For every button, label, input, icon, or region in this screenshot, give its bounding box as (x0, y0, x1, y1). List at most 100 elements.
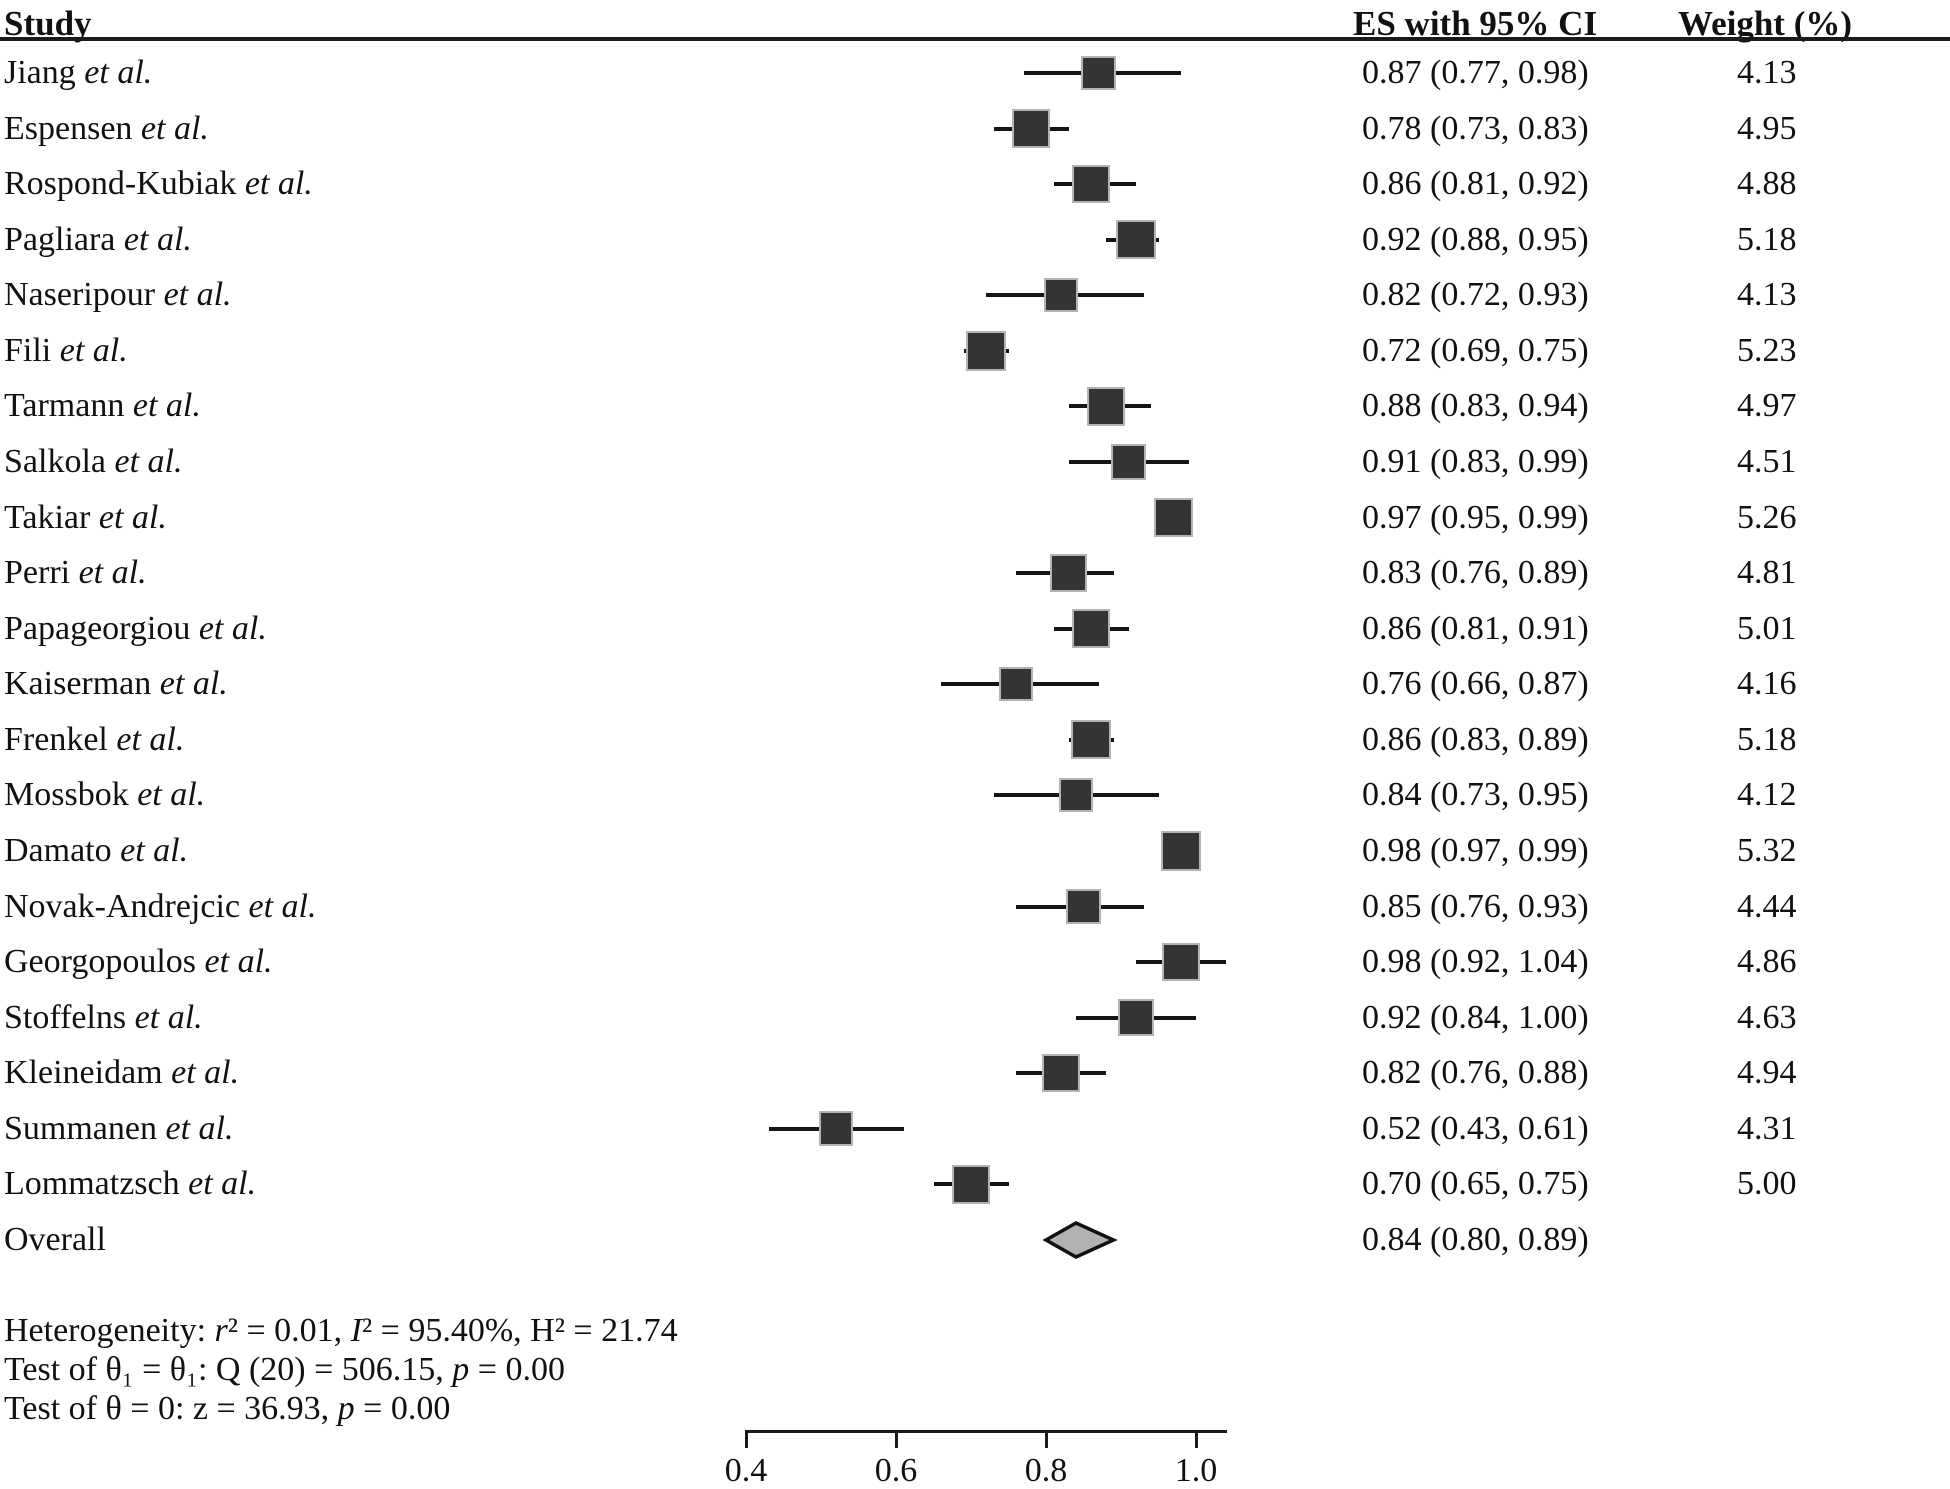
weight-value: 5.32 (1737, 831, 1797, 869)
study-name: Kleineidam et al. (4, 1052, 239, 1094)
study-name: Pagliara et al. (4, 219, 192, 261)
study-name-suffix: et al. (84, 54, 153, 91)
weight-value: 5.01 (1737, 609, 1797, 647)
study-name-text: Frenkel (4, 720, 117, 758)
study-name: Mossbok et al. (4, 774, 205, 816)
effect-square (1071, 609, 1111, 648)
study-name-text: Georgopoulos (4, 943, 205, 981)
axis-tick (745, 1430, 748, 1448)
study-name-suffix: et al. (123, 220, 192, 258)
study-name: Salkola et al. (4, 441, 182, 483)
study-name-suffix: et al. (137, 776, 206, 814)
stats-text-segment: Heterogeneity: (4, 1312, 215, 1349)
es-value: 0.98 (0.97, 0.99) (1362, 831, 1589, 869)
header-rule (0, 37, 1950, 41)
stats-line-1: Heterogeneity: r² = 0.01, I² = 95.40%, H… (4, 1311, 678, 1351)
effect-square (998, 667, 1034, 702)
study-name-suffix: et al. (171, 1054, 240, 1092)
study-name: Tarmann et al. (4, 385, 201, 427)
weight-value: 4.86 (1737, 943, 1797, 981)
effect-square (1049, 554, 1088, 592)
study-name-suffix: et al. (165, 1109, 234, 1147)
overall-diamond (1042, 1221, 1118, 1259)
effect-square (1071, 720, 1111, 760)
study-name: Georgopoulos et al. (4, 941, 273, 983)
study-name-suffix: et al. (163, 276, 232, 314)
study-name: Summanen et al. (4, 1108, 233, 1150)
stats-text-segment: = 0.00 (469, 1351, 565, 1388)
study-name-suffix: et al. (159, 665, 228, 703)
study-name: Rospond-Kubiak et al. (4, 163, 313, 205)
weight-value: 4.95 (1737, 109, 1797, 147)
effect-square (1043, 278, 1079, 313)
effect-square (1041, 1054, 1081, 1093)
weight-value: 4.44 (1737, 887, 1797, 925)
study-name-text: Kaiserman (4, 665, 160, 703)
study-name-suffix: et al. (78, 554, 147, 592)
es-value: 0.92 (0.84, 1.00) (1362, 998, 1589, 1036)
study-name-suffix: et al. (98, 498, 167, 536)
study-name: Damato et al. (4, 830, 188, 872)
study-name-text: Papageorgiou (4, 609, 199, 647)
es-value: 0.86 (0.81, 0.92) (1362, 165, 1589, 203)
study-name-suffix: et al. (248, 887, 317, 925)
study-name: Kaiserman et al. (4, 663, 228, 705)
es-value: 0.98 (0.92, 1.04) (1362, 943, 1589, 981)
overall-es-value: 0.84 (0.80, 0.89) (1362, 1221, 1589, 1258)
es-value: 0.78 (0.73, 0.83) (1362, 109, 1589, 147)
weight-value: 4.13 (1737, 276, 1797, 314)
effect-square (1081, 55, 1116, 91)
weight-value: 5.00 (1737, 1165, 1797, 1203)
study-name-suffix: et al. (198, 609, 267, 647)
axis-tick (1195, 1430, 1198, 1448)
stats-text-segment: Test of θ₁ = θ₁: Q (20) = 506.15, (4, 1351, 453, 1388)
stats-text-segment: ² = 0.01, (227, 1312, 351, 1349)
stats-text-segment: r (214, 1312, 228, 1349)
axis-tick-label: 0.8 (1024, 1452, 1068, 1489)
es-value: 0.76 (0.66, 0.87) (1362, 665, 1589, 703)
effect-square (1011, 109, 1051, 148)
study-name-text: Jiang (4, 54, 85, 91)
study-name-text: Takiar (4, 498, 99, 536)
study-name-text: Tarmann (4, 387, 133, 425)
es-value: 0.86 (0.83, 0.89) (1362, 720, 1589, 758)
study-name-suffix: et al. (188, 1165, 257, 1203)
column-header-weight: Weight (%) (1678, 4, 1853, 43)
effect-square (1072, 165, 1110, 204)
overall-label: Overall (4, 1221, 106, 1258)
study-name: Jiang et al. (4, 52, 152, 94)
axis-tick (1045, 1430, 1048, 1448)
weight-value: 4.63 (1737, 998, 1797, 1036)
effect-square (1116, 220, 1156, 260)
study-name-text: Stoffelns (4, 998, 135, 1036)
weight-value: 4.51 (1737, 442, 1797, 480)
effect-square (1153, 497, 1194, 538)
stats-line-3: Test of θ = 0: z = 36.93, p = 0.00 (4, 1389, 450, 1429)
study-name: Stoffelns et al. (4, 997, 203, 1039)
es-value: 0.70 (0.65, 0.75) (1362, 1165, 1589, 1203)
study-name-suffix: et al. (120, 831, 189, 869)
effect-square (1162, 943, 1200, 981)
effect-square (1117, 999, 1155, 1036)
axis-tick-label: 0.4 (724, 1452, 768, 1489)
study-name-suffix: et al. (244, 165, 313, 203)
study-name: Lommatzsch et al. (4, 1163, 256, 1205)
stats-text-segment: I (350, 1312, 362, 1349)
study-name: Fili et al. (4, 330, 128, 372)
effect-square (818, 1111, 854, 1147)
es-value: 0.82 (0.72, 0.93) (1362, 276, 1589, 314)
study-name-text: Rospond-Kubiak (4, 165, 245, 203)
effect-square (1065, 888, 1102, 925)
es-value: 0.91 (0.83, 0.99) (1362, 442, 1589, 480)
weight-value: 4.31 (1737, 1109, 1797, 1147)
weight-value: 4.88 (1737, 165, 1797, 203)
weight-value: 5.18 (1737, 220, 1797, 258)
es-value: 0.88 (0.83, 0.94) (1362, 387, 1589, 425)
stats-text-segment: = 0.00 (354, 1390, 451, 1427)
weight-value: 5.23 (1737, 331, 1797, 369)
study-name-text: Kleineidam (4, 1054, 172, 1092)
axis-tick (895, 1430, 898, 1448)
study-name-text: Espensen (4, 109, 141, 147)
study-name-text: Salkola (4, 442, 115, 480)
